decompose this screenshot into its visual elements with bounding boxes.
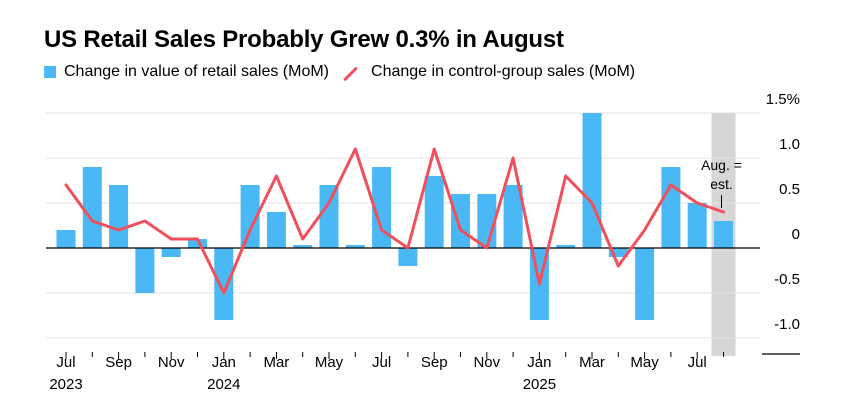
legend-item-control-group: Change in control-group sales (MoM) [347,63,635,81]
bar-feb-2025 [556,245,576,248]
x-year-label: 2025 [523,376,556,393]
x-tick-label: Jul [372,354,391,371]
y-tick-label: 0.5 [779,181,800,198]
x-tick-label: Jul [688,354,707,371]
legend-label-retail-sales: Change in value of retail sales (MoM) [64,63,330,80]
x-tick-label: Jan [212,354,236,371]
annotation-line-1: Aug. = [701,157,742,173]
annotation-line-2: est. [710,176,733,192]
bar-oct-2024 [451,194,470,248]
bar-jul-2025 [687,203,707,248]
legend-label-control-group: Change in control-group sales (MoM) [371,63,636,80]
bar-sep-2024 [424,176,444,248]
x-year-label: 2024 [207,376,240,393]
x-tick-label: Mar [579,354,605,371]
legend-item-retail-sales: Change in value of retail sales (MoM) [44,63,329,81]
control-group-line [64,147,725,295]
bar-nov-2023 [161,248,181,257]
bar-jul-2024 [372,167,392,248]
x-tick-label: Sep [105,354,132,371]
bar-jun-2025 [661,167,681,248]
bar-sep-2023 [109,185,129,248]
bar-oct-2023 [135,248,155,293]
y-tick-label: -1.0 [774,316,800,333]
bar-may-2024 [319,185,339,248]
bar-apr-2025 [608,248,628,257]
x-tick-label: Nov [158,354,185,371]
x-tick-label: Nov [473,354,500,371]
bar-jan-2024 [214,248,234,320]
chart-title: US Retail Sales Probably Grew 0.3% in Au… [44,26,564,53]
y-tick-label: 0 [792,226,800,243]
legend: Change in value of retail sales (MoM) Ch… [44,63,653,81]
bar-may-2025 [635,248,655,320]
y-tick-label: -0.5 [774,271,800,288]
x-tick-label: Jul [56,354,75,371]
bar-aug-2024 [398,248,418,266]
x-tick-label: Mar [263,354,289,371]
bar-jun-2024 [345,245,365,248]
bar-aug-2025 [714,221,733,248]
y-tick-label: 1.5% [766,91,800,108]
bar-apr-2024 [293,245,313,248]
y-tick-label: 1.0 [779,136,800,153]
bar-jul-2023 [56,230,76,248]
x-tick-label: Sep [421,354,448,371]
x-year-label: 2023 [49,376,82,393]
bar-dec-2023 [188,239,207,248]
bar-dec-2024 [503,185,523,248]
bar-mar-2025 [582,113,602,248]
bar-feb-2024 [240,185,260,248]
x-tick-label: May [630,354,659,371]
legend-bar-swatch [44,66,56,78]
bar-aug-2023 [82,167,102,248]
x-tick-label: May [315,354,344,371]
bar-mar-2024 [266,212,286,248]
x-tick-label: Jan [527,354,551,371]
